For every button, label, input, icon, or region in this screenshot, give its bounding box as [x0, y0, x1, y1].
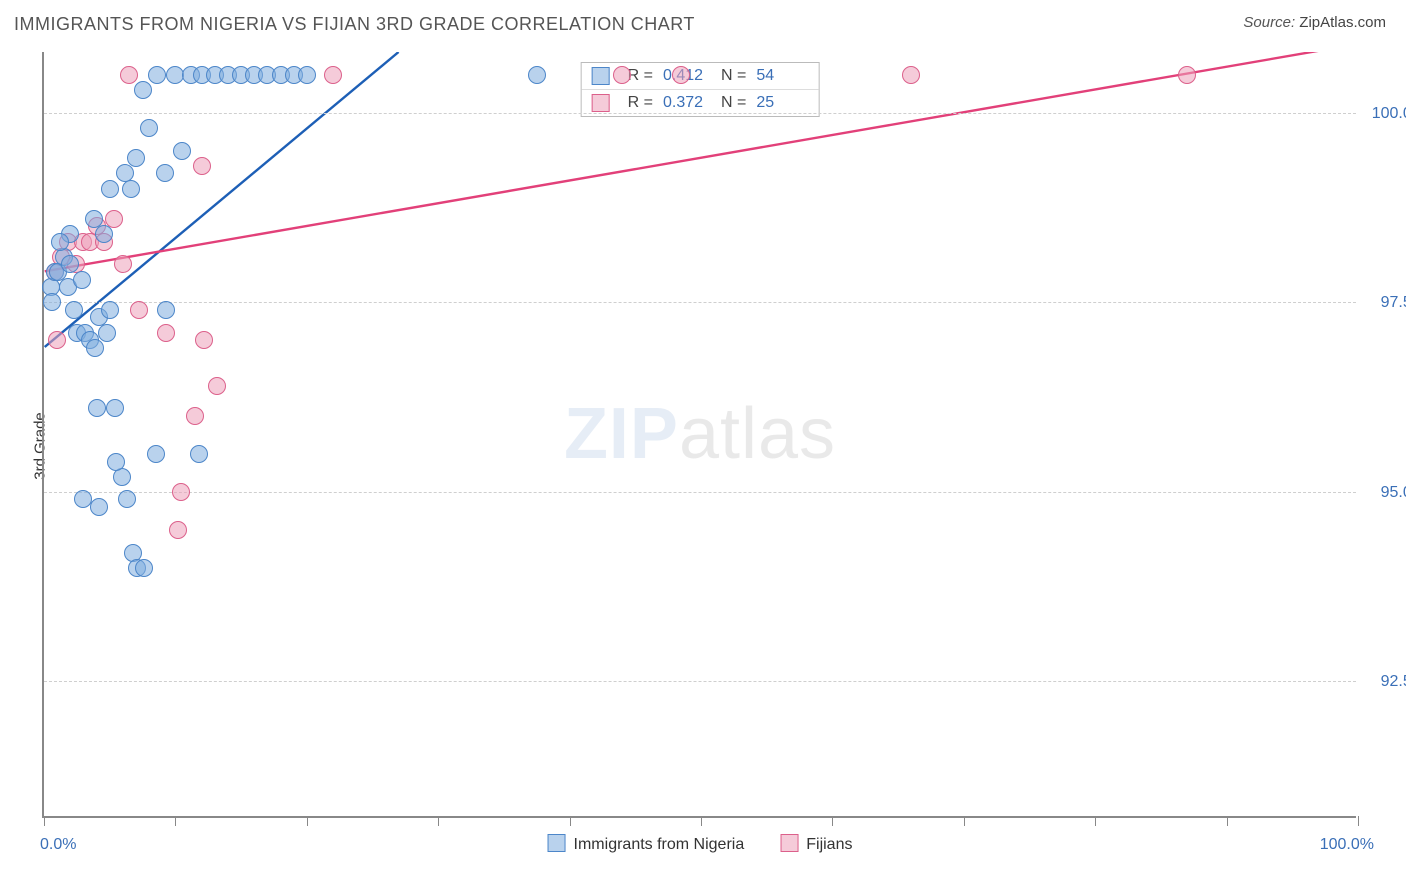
data-point [101, 301, 119, 319]
legend-item-nigeria: Immigrants from Nigeria [548, 834, 745, 854]
xtick [832, 816, 833, 826]
swatch-nigeria [592, 67, 610, 85]
trend-lines [44, 52, 1356, 816]
data-point [90, 498, 108, 516]
xtick [307, 816, 308, 826]
data-point [134, 81, 152, 99]
data-point [130, 301, 148, 319]
data-point [173, 142, 191, 160]
data-point [157, 324, 175, 342]
data-point [135, 559, 153, 577]
gridline [44, 302, 1356, 303]
data-point [48, 331, 66, 349]
legend-label-fijians: Fijians [806, 836, 852, 853]
data-point [172, 483, 190, 501]
r-value-fijians: 0.372 [663, 94, 711, 112]
legend-label-nigeria: Immigrants from Nigeria [574, 836, 745, 853]
watermark: ZIPatlas [564, 393, 836, 475]
data-point [101, 180, 119, 198]
source-attribution: Source: ZipAtlas.com [1243, 14, 1386, 31]
x-max-label: 100.0% [1320, 836, 1374, 854]
source-label: Source: [1243, 14, 1295, 31]
data-point [122, 180, 140, 198]
x-min-label: 0.0% [40, 836, 76, 854]
data-point [120, 66, 138, 84]
ytick-label: 97.5% [1366, 294, 1406, 312]
data-point [88, 399, 106, 417]
plot-area: ZIPatlas R = 0.412 N = 54 R = 0.372 N = … [42, 52, 1356, 818]
data-point [195, 331, 213, 349]
data-point [193, 157, 211, 175]
data-point [43, 293, 61, 311]
gridline [44, 492, 1356, 493]
xtick [1358, 816, 1359, 826]
swatch-nigeria-icon [548, 834, 566, 852]
data-point [672, 66, 690, 84]
xtick [44, 816, 45, 826]
gridline [44, 681, 1356, 682]
ytick-label: 95.0% [1366, 484, 1406, 502]
data-point [208, 377, 226, 395]
source-value: ZipAtlas.com [1299, 14, 1386, 31]
xtick [1227, 816, 1228, 826]
data-point [528, 66, 546, 84]
gridline [44, 113, 1356, 114]
xtick [438, 816, 439, 826]
data-point [156, 164, 174, 182]
chart-container: IMMIGRANTS FROM NIGERIA VS FIJIAN 3RD GR… [0, 0, 1406, 892]
xtick [175, 816, 176, 826]
data-point [324, 66, 342, 84]
data-point [902, 66, 920, 84]
data-point [157, 301, 175, 319]
xtick [701, 816, 702, 826]
swatch-fijians-icon [780, 834, 798, 852]
swatch-fijians [592, 94, 610, 112]
data-point [73, 271, 91, 289]
data-point [107, 453, 125, 471]
n-label: N = [721, 94, 746, 112]
r-label: R = [628, 67, 653, 85]
data-point [65, 301, 83, 319]
data-point [298, 66, 316, 84]
ytick-label: 100.0% [1366, 105, 1406, 123]
xtick [964, 816, 965, 826]
data-point [613, 66, 631, 84]
data-point [98, 324, 116, 342]
r-label: R = [628, 94, 653, 112]
n-label: N = [721, 67, 746, 85]
chart-title: IMMIGRANTS FROM NIGERIA VS FIJIAN 3RD GR… [14, 14, 695, 35]
n-value-nigeria: 54 [756, 67, 804, 85]
series-legend: Immigrants from Nigeria Fijians [548, 834, 853, 854]
data-point [127, 149, 145, 167]
data-point [186, 407, 204, 425]
data-point [118, 490, 136, 508]
data-point [86, 339, 104, 357]
watermark-atlas: atlas [679, 394, 836, 474]
ytick-label: 92.5% [1366, 673, 1406, 691]
data-point [51, 233, 69, 251]
xtick [570, 816, 571, 826]
legend-item-fijians: Fijians [780, 834, 852, 854]
data-point [169, 521, 187, 539]
data-point [114, 255, 132, 273]
watermark-zip: ZIP [564, 394, 679, 474]
xtick [1095, 816, 1096, 826]
data-point [1178, 66, 1196, 84]
data-point [140, 119, 158, 137]
n-value-fijians: 25 [756, 94, 804, 112]
data-point [190, 445, 208, 463]
data-point [148, 66, 166, 84]
data-point [147, 445, 165, 463]
data-point [106, 399, 124, 417]
